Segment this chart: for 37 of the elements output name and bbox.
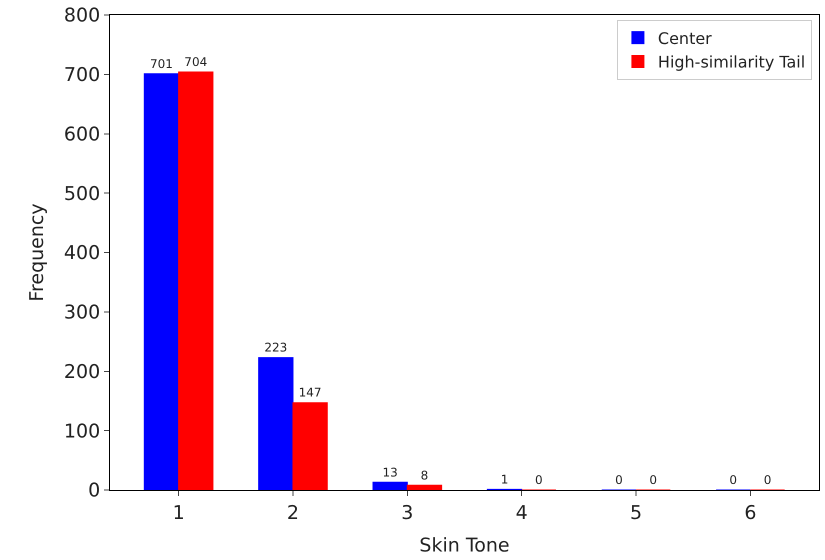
data-label: 147 [298,386,322,400]
x-tick-label: 5 [630,502,642,524]
x-tick-label: 1 [172,502,185,524]
y-tick-label: 500 [64,182,100,205]
data-label: 0 [649,473,658,487]
data-label: 704 [184,55,208,69]
data-label: 223 [264,340,288,355]
bar [372,482,408,490]
y-tick-label: 400 [64,242,100,264]
data-label: 701 [150,56,173,71]
data-label: 1 [500,472,508,486]
bar [178,72,214,490]
data-label: 0 [615,473,623,487]
data-label: 0 [729,473,738,487]
data-label: 0 [535,473,543,487]
y-tick-label: 100 [64,420,100,442]
y-tick-label: 200 [64,360,100,383]
x-tick-label: 2 [286,502,300,524]
x-tick-label: 6 [744,502,756,524]
bar [258,357,294,490]
y-tick-label: 0 [88,480,100,502]
y-tick-label: 600 [64,123,100,146]
bar [144,73,180,490]
x-tick-label: 3 [401,502,414,524]
x-tick-label: 4 [516,502,528,524]
y-tick-label: 700 [64,64,100,86]
legend-label: Center [658,28,712,48]
bar [406,484,442,490]
legend-label: High-similarity Tail [658,52,806,72]
bar [292,402,328,490]
data-label: 0 [764,473,772,487]
data-label: 13 [382,465,398,480]
x-axis-title: Skin Tone [419,534,510,557]
data-label: 8 [420,468,428,482]
y-tick-label: 800 [64,4,100,27]
y-tick-label: 300 [64,302,100,324]
y-axis-title: Frequency [26,203,48,302]
